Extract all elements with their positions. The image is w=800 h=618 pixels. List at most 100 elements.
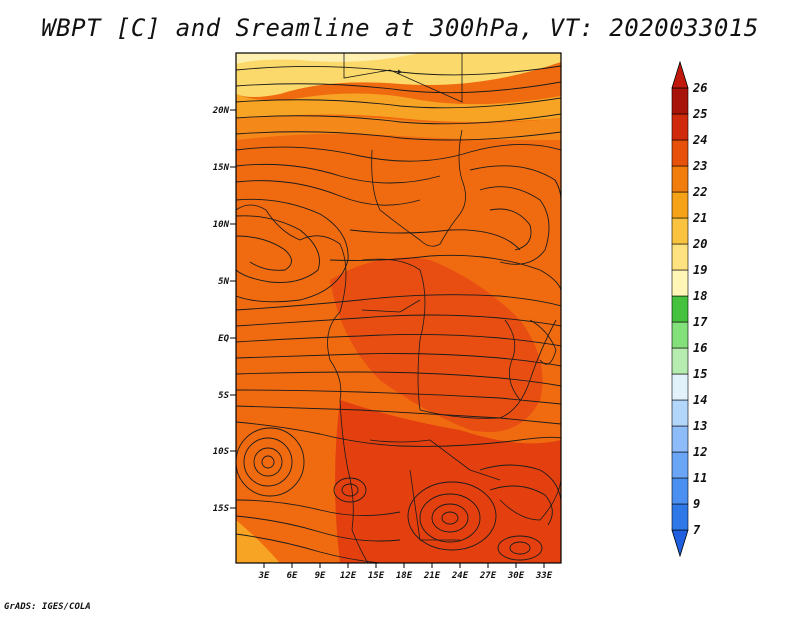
colorbar-band	[671, 477, 689, 505]
colorbar-band	[671, 347, 689, 375]
lat-label: 15N	[213, 163, 230, 173]
lon-label: 18E	[396, 571, 413, 581]
streamline	[236, 163, 441, 184]
colorbar-label: 20	[692, 237, 707, 251]
streamline	[236, 515, 401, 542]
streamline	[236, 215, 320, 283]
streamline	[236, 235, 292, 271]
streamline	[236, 333, 561, 347]
colorbar-label: 24	[692, 133, 707, 147]
map-frame	[235, 52, 562, 564]
field-north-pale	[236, 53, 561, 97]
colorbar-label: 11	[693, 471, 707, 485]
colorbar-label: 26	[692, 81, 707, 95]
colorbar-band	[671, 191, 689, 219]
streamline	[349, 229, 521, 251]
streamline	[469, 165, 561, 201]
shaded-field	[236, 53, 561, 563]
vortex-ring	[509, 541, 531, 555]
colorbar-band	[671, 139, 689, 167]
colorbar-band	[671, 295, 689, 323]
lake-shore	[529, 319, 557, 365]
country-border	[409, 469, 460, 541]
colorbar-label: 15	[693, 367, 707, 381]
vortex-ring	[419, 493, 481, 543]
country-border	[343, 53, 463, 103]
streamline	[236, 131, 561, 141]
field-north-orange	[236, 93, 561, 122]
streamline	[479, 464, 561, 501]
colorbar-label: 19	[693, 263, 707, 277]
streamline	[236, 65, 561, 76]
colorbar-band	[671, 217, 689, 245]
streamline	[329, 254, 561, 291]
colorbar-band	[671, 113, 689, 141]
vortex-ring	[441, 511, 459, 525]
streamlines	[236, 65, 561, 563]
colorbar-label: 25	[692, 107, 707, 121]
lon-label: 30E	[507, 571, 525, 581]
streamline	[479, 186, 550, 265]
streamline	[236, 180, 421, 206]
lon-label: 33E	[535, 571, 553, 581]
country-border	[371, 129, 466, 247]
lon-label: 15E	[368, 571, 385, 581]
colorbar-label: 16	[693, 341, 707, 355]
colorbar-band	[671, 269, 689, 297]
colorbar: 7 9 11 12 13 14 15 16 17 18 19 20 21 22 23 24 25 26	[671, 60, 708, 558]
lon-labels: 3E 6E 9E 12E 15E 18E 21E 24E 27E 30E 33E	[258, 571, 553, 581]
vortex-ring	[253, 447, 283, 477]
colorbar-label: 22	[692, 185, 707, 199]
lat-label: EQ	[218, 334, 229, 344]
colorbar-band	[671, 373, 689, 401]
lat-label: 5S	[218, 391, 229, 401]
streamline	[489, 485, 553, 526]
streamline	[236, 81, 561, 94]
colorbar-band	[671, 399, 689, 427]
streamline	[236, 405, 561, 425]
colorbar-band	[671, 425, 689, 453]
vortex-ring	[407, 481, 497, 551]
colorbar-label: 23	[692, 159, 707, 173]
streamline	[236, 371, 561, 387]
lat-label: 20N	[212, 106, 230, 116]
field-north-transition	[236, 115, 561, 140]
colorbar-label: 9	[693, 497, 700, 511]
country-border	[361, 258, 426, 411]
lon-label: 6E	[287, 571, 298, 581]
colorbar-band	[671, 451, 689, 479]
field-south-warm	[335, 400, 561, 563]
lat-ticks	[230, 109, 236, 509]
colorbar-label: 14	[693, 393, 707, 407]
streamline	[236, 389, 561, 405]
field-southwest-orange	[236, 520, 280, 563]
vortex-ring	[261, 455, 275, 469]
colorbar-band	[671, 165, 689, 193]
colorbar-band	[671, 87, 689, 115]
streamline	[236, 499, 401, 516]
vortex-ring	[243, 437, 293, 487]
colorbar-label: 21	[692, 211, 707, 225]
streamline	[236, 353, 561, 367]
vortex-ring	[497, 535, 543, 561]
vortex-ring	[236, 427, 305, 497]
country-boundaries	[236, 53, 561, 563]
lat-label: 5N	[218, 277, 229, 287]
colorbar-band	[671, 503, 689, 531]
map-title: WBPT [C] and Sreamline at 300hPa, VT: 20…	[41, 14, 759, 42]
streamline	[236, 314, 561, 327]
streamline	[236, 144, 561, 162]
vortex-ring	[341, 483, 359, 497]
lon-ticks	[263, 563, 545, 568]
colorbar-band	[671, 321, 689, 349]
streamline	[236, 533, 381, 563]
colorbar-label: 17	[693, 315, 708, 329]
streamline	[236, 421, 561, 447]
colorbar-label: 18	[693, 289, 707, 303]
lon-label: 9E	[315, 571, 326, 581]
streamline	[236, 113, 561, 125]
vortex-ring	[431, 503, 469, 533]
colorbar-label: 12	[693, 445, 707, 459]
lon-label: 3E	[258, 571, 270, 581]
